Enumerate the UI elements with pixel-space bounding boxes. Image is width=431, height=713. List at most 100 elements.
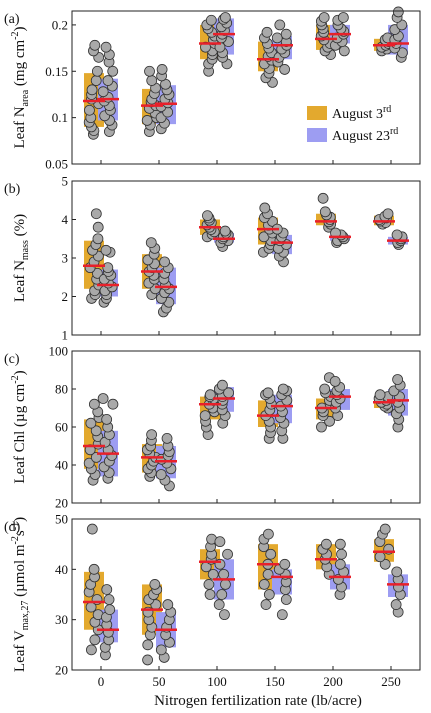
data-point [382, 208, 394, 220]
data-point [392, 6, 404, 18]
data-point [320, 538, 332, 550]
data-point [103, 594, 115, 605]
data-point [88, 398, 100, 410]
y-axis-label: Leaf Vmax,27​ (µmol m-2​s-1​) [10, 517, 31, 672]
data-point [219, 609, 230, 621]
data-point [145, 237, 157, 249]
x-tick-label: 100 [207, 674, 227, 689]
y-tick-label: 40 [55, 562, 68, 577]
data-point [204, 589, 216, 600]
data-point [319, 383, 331, 395]
y-tick-label: 50 [55, 512, 68, 527]
data-point [277, 383, 289, 395]
axes-frame [71, 518, 421, 671]
data-point [161, 432, 173, 444]
data-point [203, 579, 215, 590]
data-point [100, 244, 112, 256]
data-point [146, 429, 158, 441]
data-point [222, 548, 233, 560]
data-point [260, 599, 272, 610]
data-point [218, 568, 230, 580]
data-point [141, 115, 153, 126]
y-tick-label: 100 [49, 344, 69, 359]
data-point [392, 374, 404, 385]
x-axis-label: Nitrogen fertilization rate (lb/acre) [154, 693, 362, 709]
y-tick-label: 0.15 [45, 64, 68, 79]
data-point [107, 398, 119, 410]
data-point [159, 256, 170, 268]
data-point [219, 12, 231, 23]
data-point [276, 609, 288, 621]
legend-label: August 23rd [332, 126, 398, 144]
data-point [90, 75, 102, 86]
data-point [149, 579, 161, 590]
y-tick-label: 0.05 [45, 157, 68, 172]
data-point [144, 65, 155, 77]
y-tick-label: 4 [62, 212, 69, 227]
data-point [88, 563, 100, 575]
data-point [155, 469, 167, 480]
panel-a: 0.05 0.1 0.15 0.2 (a)Leaf Narea​ (mg cm-2​) A… [4, 6, 421, 172]
data-point [91, 65, 103, 77]
data-point [336, 548, 347, 560]
data-point [142, 639, 154, 651]
data-point [97, 86, 109, 98]
data-point [214, 536, 226, 548]
axes-frame [71, 350, 421, 504]
legend-swatch [307, 106, 327, 120]
data-point [318, 12, 330, 23]
data-point [205, 14, 217, 26]
data-point [84, 104, 95, 116]
data-point [85, 417, 97, 429]
data-point [92, 221, 104, 233]
data-point [374, 389, 386, 401]
panel-d: 20 30 40 50 0 50 100 150 200 250 (d)Leaf Vmax,27​ … [4, 512, 421, 689]
data-point [162, 599, 174, 610]
data-point [258, 579, 270, 590]
data-point [263, 589, 275, 600]
data-point [213, 599, 225, 610]
data-point [279, 558, 291, 570]
x-tick-label: 150 [265, 674, 285, 689]
data-point [334, 538, 346, 550]
legend-swatch [307, 128, 327, 142]
data-point [338, 45, 350, 57]
data-point [217, 379, 228, 391]
data-point [86, 644, 97, 656]
panel-b: 1 2 3 4 5 (b) Leaf Nmass​ (%) [4, 174, 421, 343]
data-point [86, 523, 98, 535]
data-point [316, 421, 327, 433]
y-axis-label: Leaf Narea​ (mg cm-2​) [10, 26, 31, 148]
data-point [319, 206, 331, 218]
data-point [92, 233, 104, 245]
axes-frame [71, 180, 421, 336]
data-point [90, 425, 102, 437]
data-point [102, 262, 114, 274]
panel-label: (c) [4, 352, 20, 367]
data-point [317, 192, 329, 204]
data-point [391, 566, 403, 578]
y-tick-label: 2 [62, 289, 69, 304]
data-point [89, 39, 101, 51]
data-point [101, 413, 113, 425]
data-point [263, 528, 274, 540]
data-point [259, 202, 271, 214]
panel-label: (d) [4, 520, 21, 535]
legend-label: August 3rd [332, 104, 391, 122]
data-point [220, 579, 231, 590]
data-point [379, 523, 391, 535]
data-point [155, 644, 167, 656]
data-point [271, 32, 283, 44]
data-point [142, 654, 153, 666]
data-point [97, 393, 109, 404]
y-tick-label: 1 [62, 328, 69, 343]
data-point [202, 210, 213, 222]
y-tick-label: 40 [55, 458, 68, 473]
y-tick-label: 0.2 [52, 17, 68, 32]
data-point [337, 12, 349, 23]
data-point [261, 26, 273, 38]
data-point [204, 389, 216, 401]
data-point [101, 584, 113, 595]
data-point [107, 65, 119, 77]
y-axis-label: Leaf Nmass​ (%) [12, 214, 31, 302]
